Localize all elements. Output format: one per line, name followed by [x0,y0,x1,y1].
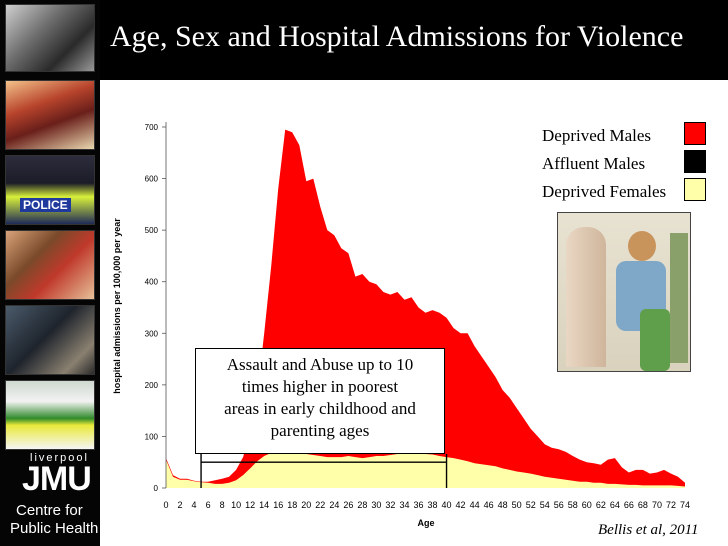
x-tick-label: 30 [371,500,381,510]
x-tick-label: 56 [554,500,564,510]
y-tick-label: 0 [154,484,159,493]
x-tick-label: 50 [512,500,522,510]
callout-line-3: areas in early childhood and [224,399,416,418]
x-tick-label: 22 [315,500,325,510]
y-tick-label: 600 [145,175,159,184]
x-tick-label: 48 [498,500,508,510]
x-tick-label: 68 [638,500,648,510]
x-tick-label: 4 [192,500,197,510]
legend-deprived-males-swatch [684,122,706,145]
sidebar: POLICE liverpool JMU Centre for Public H… [0,0,100,546]
x-tick-label: 6 [206,500,211,510]
x-axis-label: Age [417,518,434,528]
x-tick-label: 12 [245,500,255,510]
legend-deprived-males-label: Deprived Males [542,126,652,145]
x-tick-label: 46 [484,500,494,510]
x-tick-label: 72 [666,500,676,510]
x-tick-label: 42 [456,500,466,510]
x-tick-label: 66 [624,500,634,510]
x-tick-label: 36 [413,500,423,510]
area-series-deprived-females [166,450,685,488]
x-tick-label: 34 [399,500,409,510]
x-tick-label: 38 [428,500,438,510]
x-tick-label: 10 [231,500,241,510]
legend-affluent-males-label: Affluent Males [542,154,646,173]
callout-box: Assault and Abuse up to 10 times higher … [195,348,445,454]
y-tick-label: 200 [145,381,159,390]
police-officer-photo: POLICE [5,155,95,225]
x-tick-label: 2 [178,500,183,510]
logo-centre-for: Centre for [16,502,83,519]
y-tick-label: 100 [145,432,159,441]
citation: Bellis et al, 2011 [598,522,699,538]
slide-title: Age, Sex and Hospital Admissions for Vio… [110,20,684,53]
y-tick-label: 700 [145,123,159,132]
logo-liverpool: liverpool [30,452,89,464]
family-photo [557,212,691,372]
y-axis-label: hospital admissions per 100,000 per year [112,218,122,394]
x-tick-label: 16 [273,500,283,510]
title-bar [0,0,728,80]
hooded-youth-photo [5,4,95,72]
x-tick-label: 58 [568,500,578,510]
logo-jmu: JMU [22,460,92,498]
x-tick-label: 60 [582,500,592,510]
callout-line-2: times higher in poorest [241,377,399,396]
x-tick-label: 70 [652,500,662,510]
legend-deprived-females-label: Deprived Females [542,182,667,201]
ambulance-photo [5,380,95,450]
y-tick-label: 500 [145,226,159,235]
callout-line-1: Assault and Abuse up to 10 [226,355,414,374]
callout-line-4: parenting ages [270,421,370,440]
x-tick-label: 40 [442,500,452,510]
x-tick-label: 18 [287,500,297,510]
x-tick-label: 28 [357,500,367,510]
x-tick-label: 62 [596,500,606,510]
logo-public-health: Public Health [10,520,99,537]
x-tick-label: 24 [329,500,339,510]
x-tick-label: 64 [610,500,620,510]
children-photo [5,230,95,300]
x-tick-label: 8 [220,500,225,510]
x-tick-label: 44 [470,500,480,510]
police-badge-text: POLICE [20,198,71,212]
legend-affluent-males-swatch [684,150,706,173]
legend-deprived-females-swatch [684,178,706,201]
x-tick-label: 26 [343,500,353,510]
x-tick-label: 74 [680,500,690,510]
x-tick-label: 20 [301,500,311,510]
y-tick-label: 400 [145,278,159,287]
street-crowd-photo [5,80,95,150]
jmu-logo: liverpool JMU Centre for Public Health [4,452,99,542]
x-tick-label: 0 [163,500,168,510]
x-tick-label: 52 [526,500,536,510]
x-tick-label: 54 [540,500,550,510]
youth-group-photo [5,305,95,375]
x-tick-label: 32 [385,500,395,510]
x-tick-label: 14 [259,500,269,510]
y-tick-label: 300 [145,329,159,338]
